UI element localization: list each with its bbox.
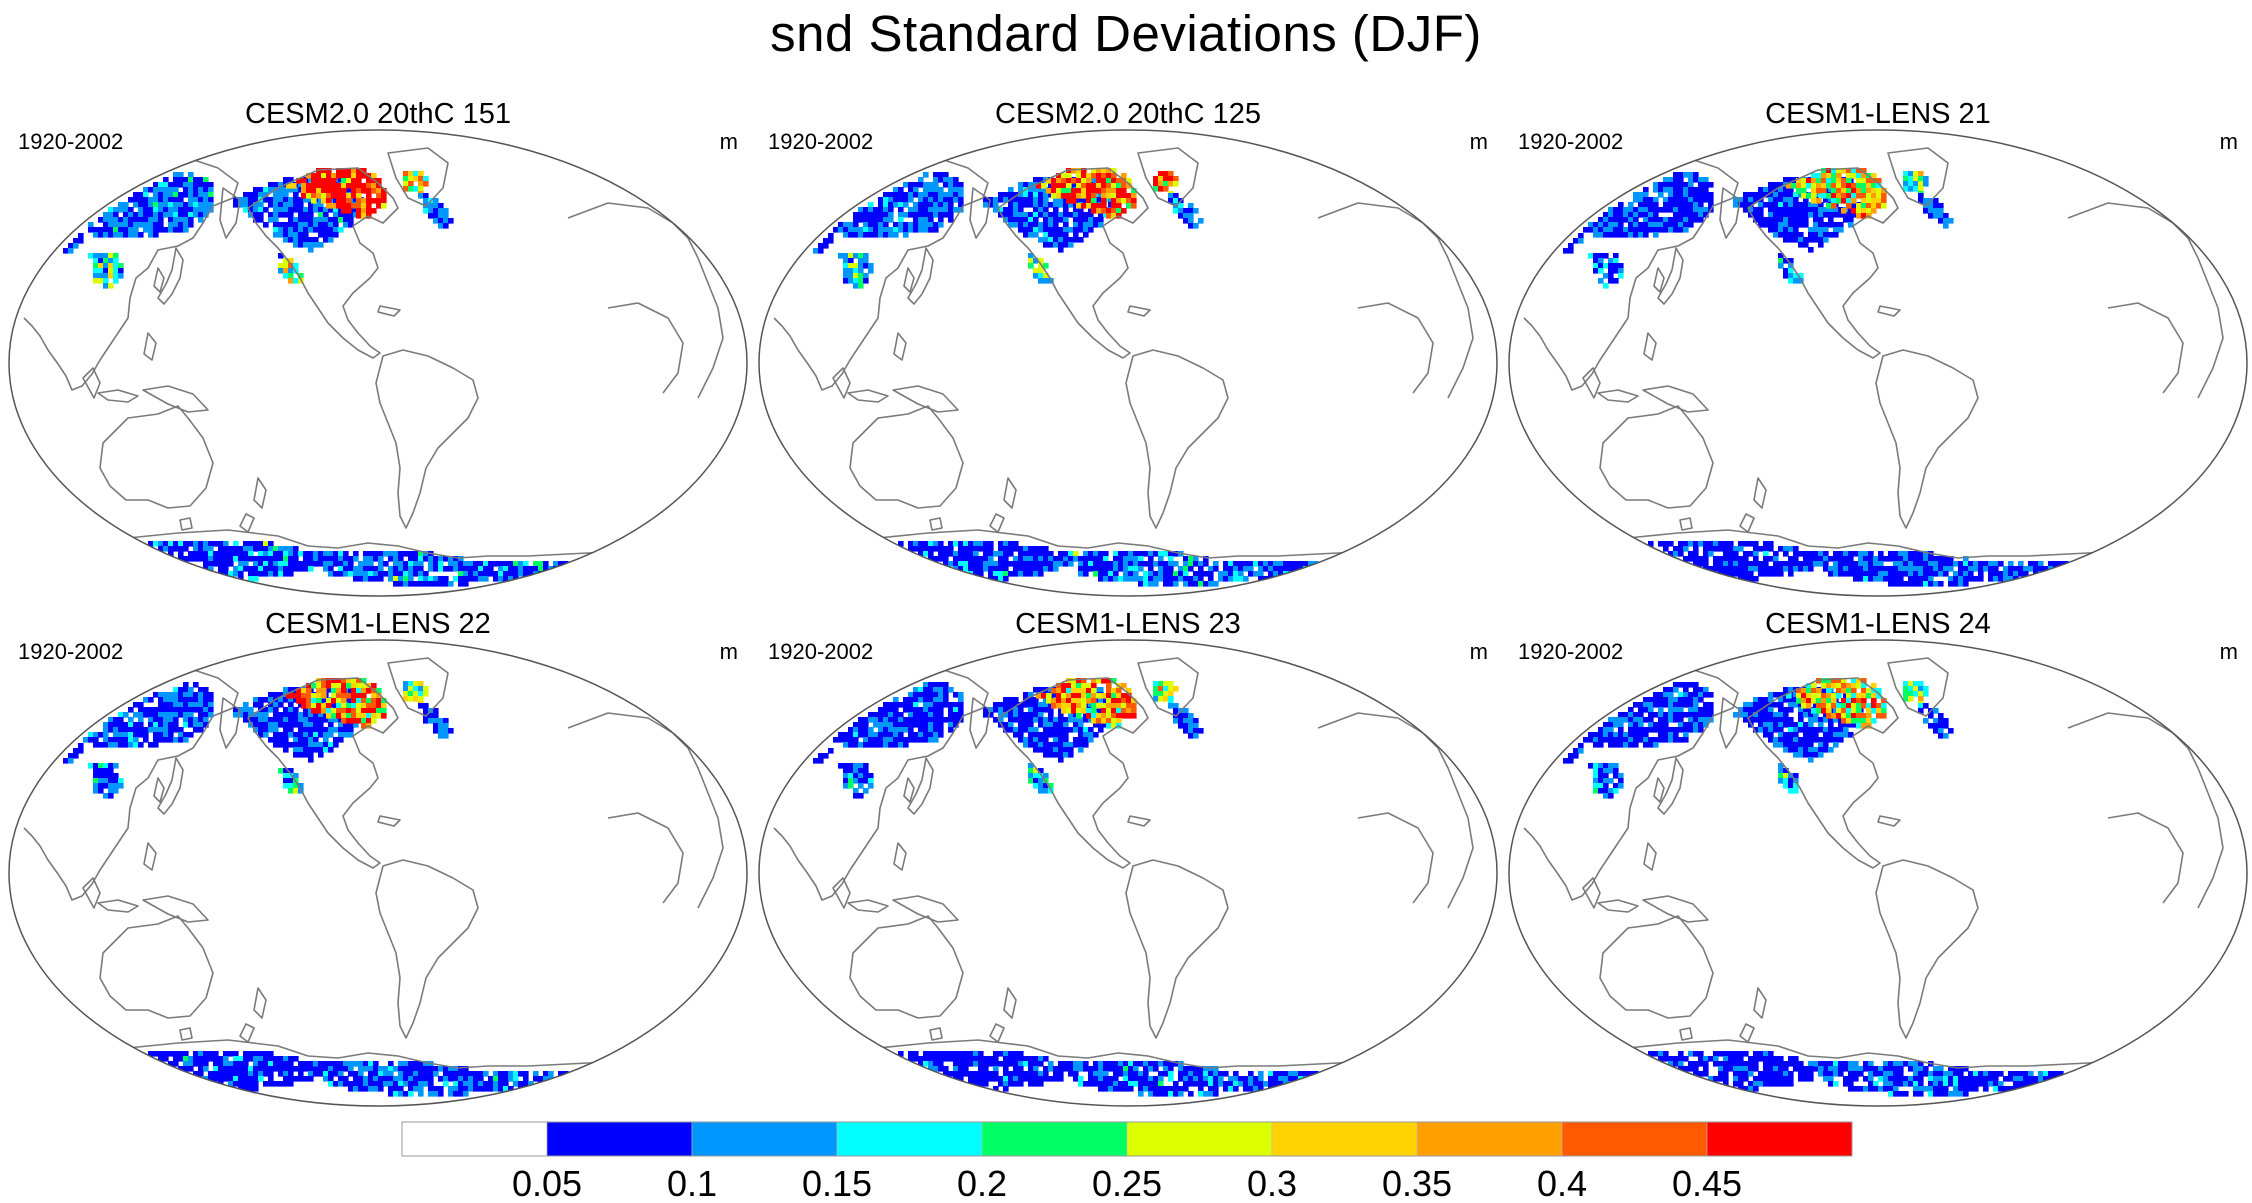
colorbar-swatch [1126, 1121, 1273, 1157]
panel-title: CESM2.0 20thC 125 [995, 98, 1261, 130]
coastlines [23, 657, 724, 1071]
snow-depth-field [63, 678, 569, 1097]
map-boundary [758, 639, 1498, 1107]
panel-period: 1920-2002 [768, 639, 874, 664]
map-panel: CESM2.0 20thC 151 1920-2002 m [8, 96, 748, 601]
colorbar-tick-label: 0.15 [802, 1163, 872, 1203]
panel-units: m [2219, 129, 2238, 154]
colorbar-swatch [836, 1121, 983, 1157]
map [8, 129, 748, 597]
panel-period: 1920-2002 [1518, 129, 1624, 154]
snow-depth-field [813, 678, 1319, 1097]
panel-units: m [2219, 639, 2238, 664]
colorbar-tick-label: 0.25 [1092, 1163, 1162, 1203]
panel-title: CESM1-LENS 23 [1015, 608, 1241, 640]
map-panel: CESM1-LENS 23 1920-2002 m [758, 606, 1498, 1111]
colorbar-swatch [981, 1121, 1128, 1157]
colorbar-swatch [401, 1121, 548, 1157]
colorbar-tick-label: 0.4 [1537, 1163, 1587, 1203]
colorbar-tick-label: 0.2 [957, 1163, 1007, 1203]
colorbar: 0.05 0.1 0.15 0.2 0.25 0.3 0.35 0.4 0.45 [401, 1121, 1853, 1203]
map-panel: CESM2.0 20thC 125 1920-2002 m [758, 96, 1498, 601]
colorbar-tick-label: 0.35 [1382, 1163, 1452, 1203]
colorbar-swatch [1706, 1121, 1853, 1157]
panel-units: m [1469, 639, 1488, 664]
coastlines [1523, 657, 2224, 1071]
map-boundary [8, 639, 748, 1107]
colorbar-tick-label: 0.05 [512, 1163, 582, 1203]
colorbar-tick-label: 0.3 [1247, 1163, 1297, 1203]
map [758, 129, 1498, 597]
coastlines [773, 657, 1474, 1071]
map [8, 639, 748, 1107]
snow-depth-field [1563, 168, 2069, 587]
colorbar-swatch [1416, 1121, 1563, 1157]
panel-period: 1920-2002 [18, 129, 124, 154]
colorbar-tick-label: 0.45 [1672, 1163, 1742, 1203]
snow-depth-field [813, 168, 1319, 587]
map-panel: CESM1-LENS 24 1920-2002 m [1508, 606, 2248, 1111]
colorbar-outline [401, 1121, 1853, 1157]
panel-period: 1920-2002 [1518, 639, 1624, 664]
panel-title: CESM1-LENS 21 [1765, 98, 1991, 130]
snow-depth-field [63, 168, 569, 587]
map-boundary [758, 129, 1498, 597]
coastlines [1523, 147, 2224, 561]
map-boundary [8, 129, 748, 597]
panel-title: CESM2.0 20thC 151 [245, 98, 511, 130]
snow-depth-field [1563, 678, 2064, 1097]
colorbar-swatch [1271, 1121, 1418, 1157]
panel-units: m [1469, 129, 1488, 154]
panel-units: m [719, 129, 738, 154]
map-boundary [1508, 129, 2248, 597]
map [1508, 129, 2248, 597]
panel-title: CESM1-LENS 22 [265, 608, 491, 640]
colorbar-swatch [691, 1121, 838, 1157]
panel-title: CESM1-LENS 24 [1765, 608, 1991, 640]
map-panel: CESM1-LENS 22 1920-2002 m [8, 606, 748, 1111]
map [1508, 639, 2248, 1107]
map-panel: CESM1-LENS 21 1920-2002 m [1508, 96, 2248, 601]
panel-period: 1920-2002 [18, 639, 124, 664]
colorbar-tick-label: 0.1 [667, 1163, 717, 1203]
coastlines [773, 147, 1474, 561]
map-boundary [1508, 639, 2248, 1107]
panel-units: m [719, 639, 738, 664]
figure-title: snd Standard Deviations (DJF) [770, 5, 1482, 62]
colorbar-swatch [1561, 1121, 1708, 1157]
coastlines [23, 147, 724, 561]
colorbar-swatch [546, 1121, 693, 1157]
map [758, 639, 1498, 1107]
panel-period: 1920-2002 [768, 129, 874, 154]
